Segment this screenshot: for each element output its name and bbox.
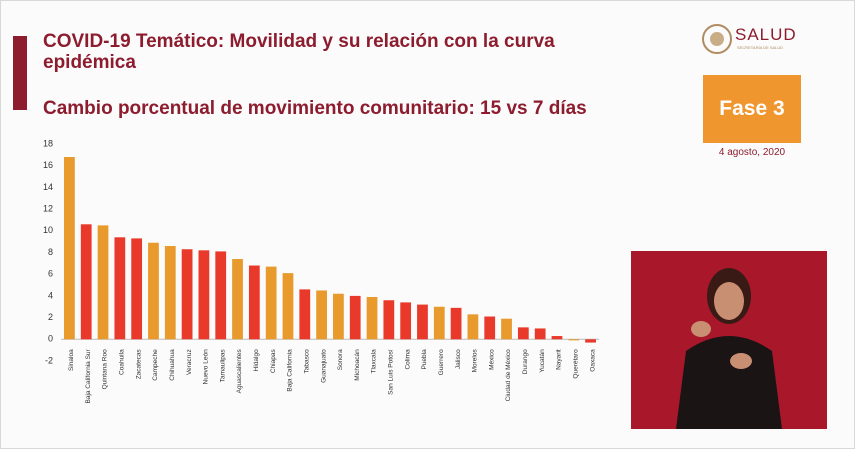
x-tick-label: México	[488, 349, 495, 370]
logo-text: SALUD	[735, 25, 797, 44]
bar	[215, 251, 227, 340]
x-tick-label: Colima	[404, 349, 411, 370]
bar	[97, 225, 109, 340]
bar	[517, 327, 529, 340]
x-tick-label: Jalisco	[455, 349, 462, 369]
x-tick-label: Tamaulipas	[219, 349, 226, 383]
bar	[534, 328, 546, 340]
bar	[148, 242, 159, 340]
bar	[131, 238, 143, 340]
y-tick-label: 12	[43, 203, 53, 213]
x-tick-label: Aguascalientes	[236, 349, 243, 394]
bar	[417, 304, 428, 340]
chart: -2 0 2 4 6 8 10 12 14 16 18 Sinaloa Baja California …	[43, 138, 599, 404]
bar	[80, 224, 92, 340]
y-tick-label: 2	[48, 312, 53, 322]
x-tick-label: Puebla	[421, 349, 428, 370]
x-tick-label: Tlaxcala	[371, 349, 378, 374]
x-tick-label: Oaxaca	[589, 349, 596, 372]
x-tick-label: Guanajuato	[320, 349, 327, 383]
bar	[585, 339, 596, 343]
title: COVID-19 Temático: Movilidad y su relaci…	[43, 31, 555, 73]
x-tick-label: Yucatán	[539, 349, 546, 373]
bar	[467, 314, 479, 340]
bar	[333, 293, 344, 340]
x-tick-label: Baja California Sur	[85, 348, 92, 403]
x-tick-label: Sonora	[337, 349, 344, 370]
x-tick-label: Nuevo León	[203, 349, 210, 384]
subtitle: Cambio porcentual de movimiento comunita…	[43, 98, 587, 119]
x-tick-label: Chiapas	[270, 349, 277, 374]
y-tick-label: 14	[43, 182, 53, 192]
x-tick-label: Quintana Roo	[102, 349, 109, 389]
logo-emblem	[702, 24, 732, 54]
bar	[366, 296, 378, 340]
x-tick-label: Morelos	[472, 349, 479, 373]
bar	[232, 259, 243, 340]
bar	[450, 307, 462, 340]
x-tick-label: Durango	[522, 349, 529, 374]
phase-badge: Fase 3	[703, 75, 801, 143]
y-tick-label: 10	[43, 225, 53, 235]
accent-bar	[13, 36, 27, 110]
bar	[282, 273, 294, 340]
interpreter-video	[631, 251, 827, 429]
y-tick-label: 8	[48, 247, 53, 257]
x-tick-label: Ciudad de México	[505, 349, 512, 401]
x-tick-label: Tabasco	[304, 349, 311, 374]
y-tick-label: 0	[48, 334, 53, 344]
bar	[248, 265, 260, 340]
bar	[181, 249, 193, 340]
bar	[568, 339, 580, 341]
bar	[501, 318, 512, 340]
bar	[349, 295, 361, 340]
x-tick-label: Coahuila	[119, 349, 126, 375]
x-tick-label: Baja California	[287, 349, 294, 392]
x-tick-label: Zacatecas	[135, 349, 142, 380]
bar	[64, 157, 75, 340]
y-tick-label: 16	[43, 160, 53, 170]
bar	[265, 266, 277, 340]
y-tick-label: 4	[48, 290, 53, 300]
bar	[400, 302, 412, 340]
bar	[433, 306, 445, 340]
bar	[198, 250, 210, 340]
y-tick-label: 6	[48, 269, 53, 279]
x-tick-label: San Luis Potosí	[388, 349, 395, 395]
x-tick-label: Campeche	[152, 349, 159, 381]
bar	[484, 316, 496, 340]
logo-subtext: SECRETARÍA DE SALUD	[737, 45, 784, 50]
bar	[114, 237, 126, 340]
bar	[316, 290, 327, 340]
x-tick-label: Hidalgo	[253, 349, 260, 371]
x-tick-label: Sinaloa	[68, 349, 75, 371]
bar	[383, 300, 395, 340]
bar	[164, 245, 176, 340]
x-tick-label: Michoacán	[354, 349, 361, 381]
y-tick-label: 18	[43, 138, 53, 148]
bar	[299, 289, 311, 340]
y-tick-label: -2	[45, 355, 53, 365]
x-tick-label: Guerrero	[438, 349, 445, 375]
x-tick-label: Veracruz	[186, 349, 193, 375]
date: 4 agosto, 2020	[718, 147, 786, 158]
x-tick-label: Nayarit	[556, 349, 563, 370]
x-tick-label: Chihuahua	[169, 349, 176, 381]
x-tick-label: Querétaro	[573, 349, 580, 379]
bar	[551, 336, 563, 340]
